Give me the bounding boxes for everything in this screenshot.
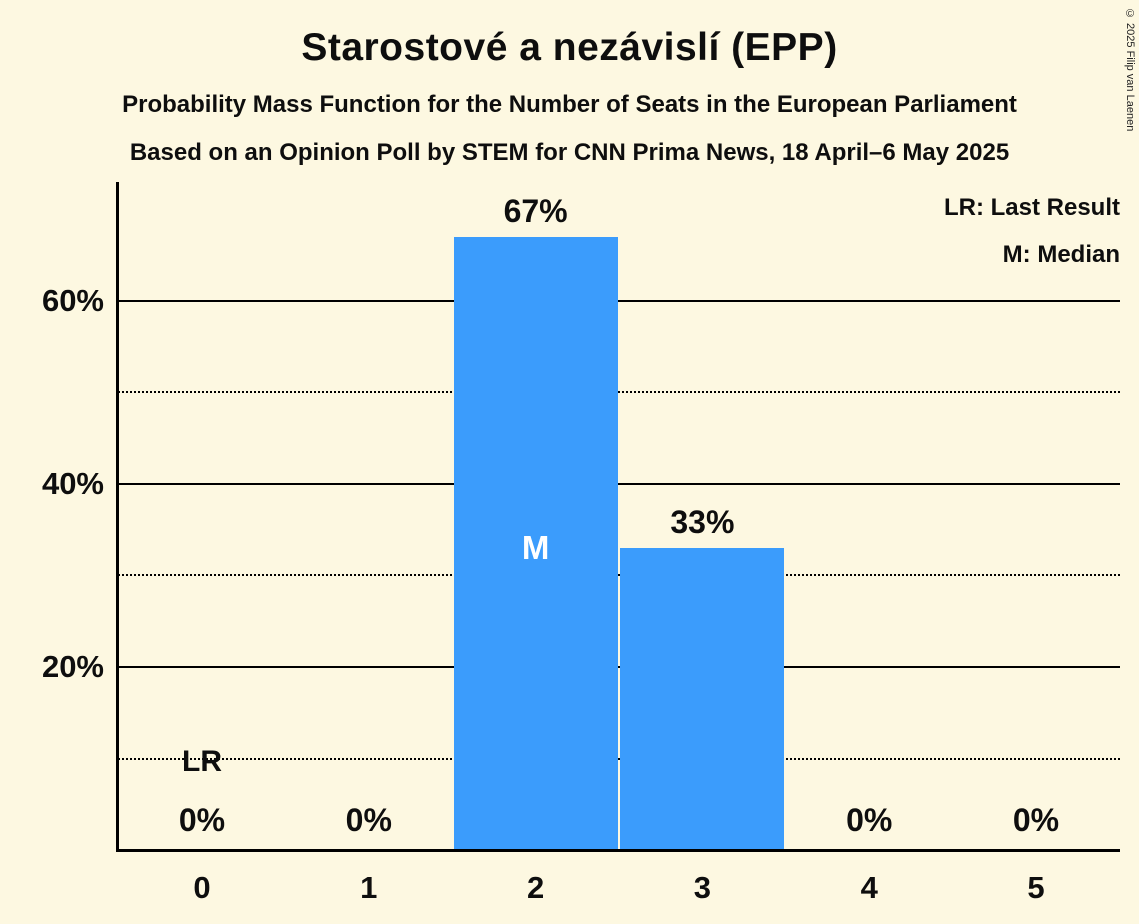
gridline-dotted bbox=[118, 391, 1120, 394]
plot-area: 20% 40% 60% 0% 0% 67% 33% 0% 0% M LR 0 1 2 3 4 5 LR: … bbox=[42, 182, 1120, 905]
last-result-marker: LR bbox=[182, 745, 222, 778]
bar-value-label: 0% bbox=[178, 801, 226, 838]
gridline-solid bbox=[118, 299, 1120, 302]
legend-last-result: LR: Last Result bbox=[943, 194, 1120, 221]
copyright-notice: © 2025 Filip van Laenen bbox=[1124, 8, 1136, 132]
bar-value-label: 0% bbox=[846, 801, 893, 838]
gridline-dotted bbox=[118, 757, 1120, 760]
x-tick-label: 0 bbox=[193, 870, 211, 905]
chart-title: Starostové a nezávislí (EPP) bbox=[301, 26, 838, 69]
x-tick-label: 5 bbox=[1027, 870, 1045, 905]
y-tick-label: 60% bbox=[41, 282, 104, 318]
chart-legend: LR: Last Result M: Median bbox=[944, 184, 1120, 278]
bar-value-label: 0% bbox=[1012, 801, 1060, 838]
legend-median: M: Median bbox=[1002, 241, 1120, 268]
bar-value-label: 0% bbox=[345, 801, 392, 838]
y-axis-line bbox=[116, 182, 119, 851]
y-tick-label: 40% bbox=[41, 465, 104, 501]
x-tick-label: 4 bbox=[860, 870, 878, 905]
y-tick-label: 20% bbox=[41, 648, 104, 684]
gridline-solid bbox=[118, 482, 1120, 485]
bar-value-label: 33% bbox=[670, 503, 735, 540]
bar bbox=[620, 548, 785, 850]
x-axis-line bbox=[116, 849, 1120, 852]
x-tick-label: 1 bbox=[360, 870, 378, 905]
bar-value-label: 67% bbox=[503, 192, 568, 229]
x-tick-label: 2 bbox=[526, 870, 545, 905]
chart-subtitle-line1: Probability Mass Function for the Number… bbox=[122, 91, 1017, 118]
bar bbox=[453, 236, 618, 850]
gridline-solid bbox=[118, 666, 1120, 668]
median-marker: M bbox=[521, 529, 550, 566]
x-tick-label: 3 bbox=[693, 870, 712, 905]
chart-subtitle-line2: Based on an Opinion Poll by STEM for CNN… bbox=[129, 139, 1010, 166]
gridline-dotted bbox=[118, 574, 1120, 577]
